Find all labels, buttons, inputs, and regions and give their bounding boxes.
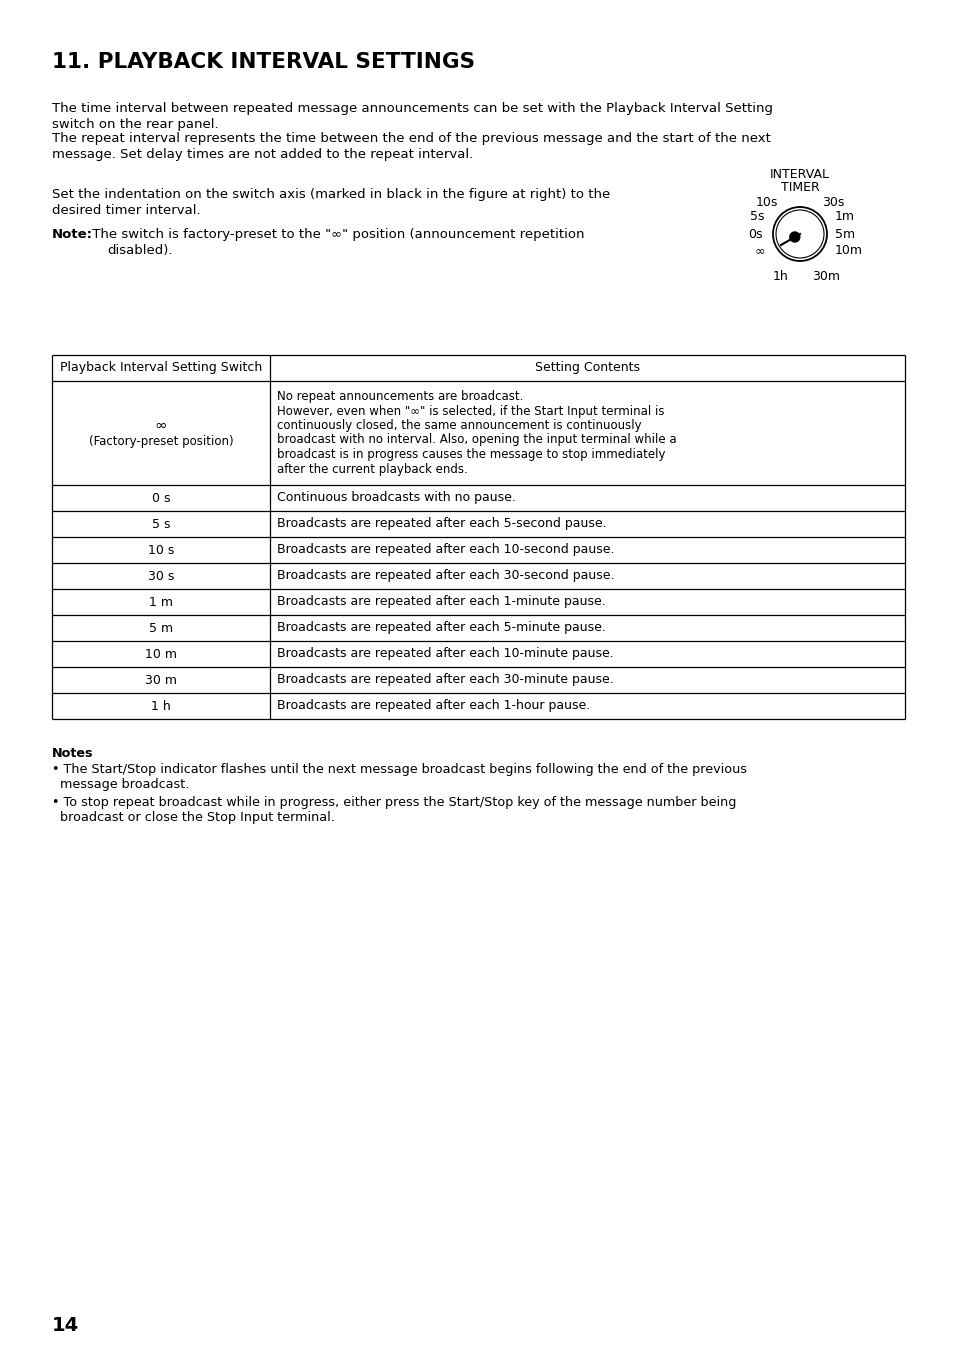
Text: 11. PLAYBACK INTERVAL SETTINGS: 11. PLAYBACK INTERVAL SETTINGS: [52, 51, 475, 72]
Text: message. Set delay times are not added to the repeat interval.: message. Set delay times are not added t…: [52, 149, 473, 161]
Text: 30m: 30m: [811, 270, 840, 282]
Text: The time interval between repeated message announcements can be set with the Pla: The time interval between repeated messa…: [52, 101, 772, 115]
Text: The repeat interval represents the time between the end of the previous message : The repeat interval represents the time …: [52, 132, 770, 145]
Text: 1m: 1m: [834, 209, 854, 223]
Text: Notes: Notes: [52, 747, 93, 761]
Text: broadcast with no interval. Also, opening the input terminal while a: broadcast with no interval. Also, openin…: [276, 434, 676, 446]
Text: 10 s: 10 s: [148, 543, 174, 557]
Text: Setting Contents: Setting Contents: [535, 362, 639, 374]
Text: 30 m: 30 m: [145, 674, 177, 686]
Text: 0 s: 0 s: [152, 492, 170, 504]
Text: • The Start/Stop indicator flashes until the next message broadcast begins follo: • The Start/Stop indicator flashes until…: [52, 763, 746, 775]
Text: broadcast is in progress causes the message to stop immediately: broadcast is in progress causes the mess…: [276, 449, 665, 461]
Text: Broadcasts are repeated after each 30-minute pause.: Broadcasts are repeated after each 30-mi…: [276, 674, 613, 686]
Text: 1 h: 1 h: [151, 700, 171, 712]
Text: Broadcasts are repeated after each 10-second pause.: Broadcasts are repeated after each 10-se…: [276, 543, 614, 557]
Text: ∞: ∞: [154, 417, 167, 432]
Text: desired timer interval.: desired timer interval.: [52, 204, 200, 218]
Text: 5m: 5m: [834, 227, 854, 240]
Text: Broadcasts are repeated after each 1-minute pause.: Broadcasts are repeated after each 1-min…: [276, 596, 605, 608]
Text: 1 m: 1 m: [149, 596, 172, 608]
Text: Continuous broadcasts with no pause.: Continuous broadcasts with no pause.: [276, 492, 516, 504]
Text: Broadcasts are repeated after each 5-second pause.: Broadcasts are repeated after each 5-sec…: [276, 517, 606, 531]
Text: Set the indentation on the switch axis (marked in black in the figure at right) : Set the indentation on the switch axis (…: [52, 188, 610, 201]
Text: broadcast or close the Stop Input terminal.: broadcast or close the Stop Input termin…: [52, 811, 335, 824]
Text: • To stop repeat broadcast while in progress, either press the Start/Stop key of: • To stop repeat broadcast while in prog…: [52, 796, 736, 809]
Text: (Factory-preset position): (Factory-preset position): [89, 435, 233, 449]
Text: after the current playback ends.: after the current playback ends.: [276, 462, 467, 476]
Text: INTERVAL: INTERVAL: [769, 168, 829, 181]
Text: 30 s: 30 s: [148, 570, 174, 582]
Text: 30s: 30s: [821, 196, 843, 209]
Text: Playback Interval Setting Switch: Playback Interval Setting Switch: [60, 362, 262, 374]
Text: Broadcasts are repeated after each 5-minute pause.: Broadcasts are repeated after each 5-min…: [276, 621, 605, 635]
Text: 10m: 10m: [834, 245, 862, 258]
Text: message broadcast.: message broadcast.: [52, 778, 190, 790]
Text: 5 s: 5 s: [152, 517, 170, 531]
Text: disabled).: disabled).: [107, 245, 172, 257]
Text: 0s: 0s: [748, 227, 762, 240]
Text: continuously closed, the same announcement is continuously: continuously closed, the same announceme…: [276, 419, 641, 432]
Text: 5 m: 5 m: [149, 621, 172, 635]
Text: However, even when "∞" is selected, if the Start Input terminal is: However, even when "∞" is selected, if t…: [276, 404, 664, 417]
Text: switch on the rear panel.: switch on the rear panel.: [52, 118, 218, 131]
Text: 10 m: 10 m: [145, 647, 177, 661]
Text: ∞: ∞: [754, 245, 764, 258]
Text: TIMER: TIMER: [780, 181, 819, 195]
Text: Broadcasts are repeated after each 10-minute pause.: Broadcasts are repeated after each 10-mi…: [276, 647, 613, 661]
Circle shape: [789, 232, 799, 242]
Text: No repeat announcements are broadcast.: No repeat announcements are broadcast.: [276, 390, 523, 403]
Text: Broadcasts are repeated after each 30-second pause.: Broadcasts are repeated after each 30-se…: [276, 570, 614, 582]
Text: 1h: 1h: [771, 270, 787, 282]
Text: 10s: 10s: [755, 196, 778, 209]
Text: 5s: 5s: [750, 209, 764, 223]
Text: Broadcasts are repeated after each 1-hour pause.: Broadcasts are repeated after each 1-hou…: [276, 700, 590, 712]
Text: 14: 14: [52, 1316, 79, 1335]
Text: The switch is factory-preset to the "∞" position (announcement repetition: The switch is factory-preset to the "∞" …: [88, 228, 584, 240]
Text: Note:: Note:: [52, 228, 92, 240]
